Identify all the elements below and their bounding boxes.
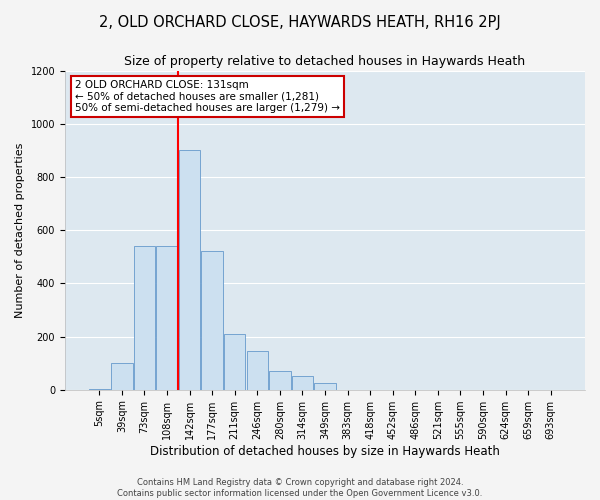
Text: Contains HM Land Registry data © Crown copyright and database right 2024.
Contai: Contains HM Land Registry data © Crown c… [118,478,482,498]
Bar [111,363,133,390]
Title: Size of property relative to detached houses in Haywards Heath: Size of property relative to detached ho… [124,55,526,68]
X-axis label: Distribution of detached houses by size in Haywards Heath: Distribution of detached houses by size … [150,444,500,458]
Bar [202,252,223,390]
Bar [247,351,268,390]
Bar [89,389,110,390]
Text: 2, OLD ORCHARD CLOSE, HAYWARDS HEATH, RH16 2PJ: 2, OLD ORCHARD CLOSE, HAYWARDS HEATH, RH… [99,15,501,30]
Bar [156,246,178,390]
Bar [179,150,200,390]
Bar [292,376,313,390]
Bar [314,383,335,390]
Bar [224,334,245,390]
Y-axis label: Number of detached properties: Number of detached properties [15,142,25,318]
Bar [269,371,290,390]
Bar [134,246,155,390]
Text: 2 OLD ORCHARD CLOSE: 131sqm
← 50% of detached houses are smaller (1,281)
50% of : 2 OLD ORCHARD CLOSE: 131sqm ← 50% of det… [76,80,340,114]
